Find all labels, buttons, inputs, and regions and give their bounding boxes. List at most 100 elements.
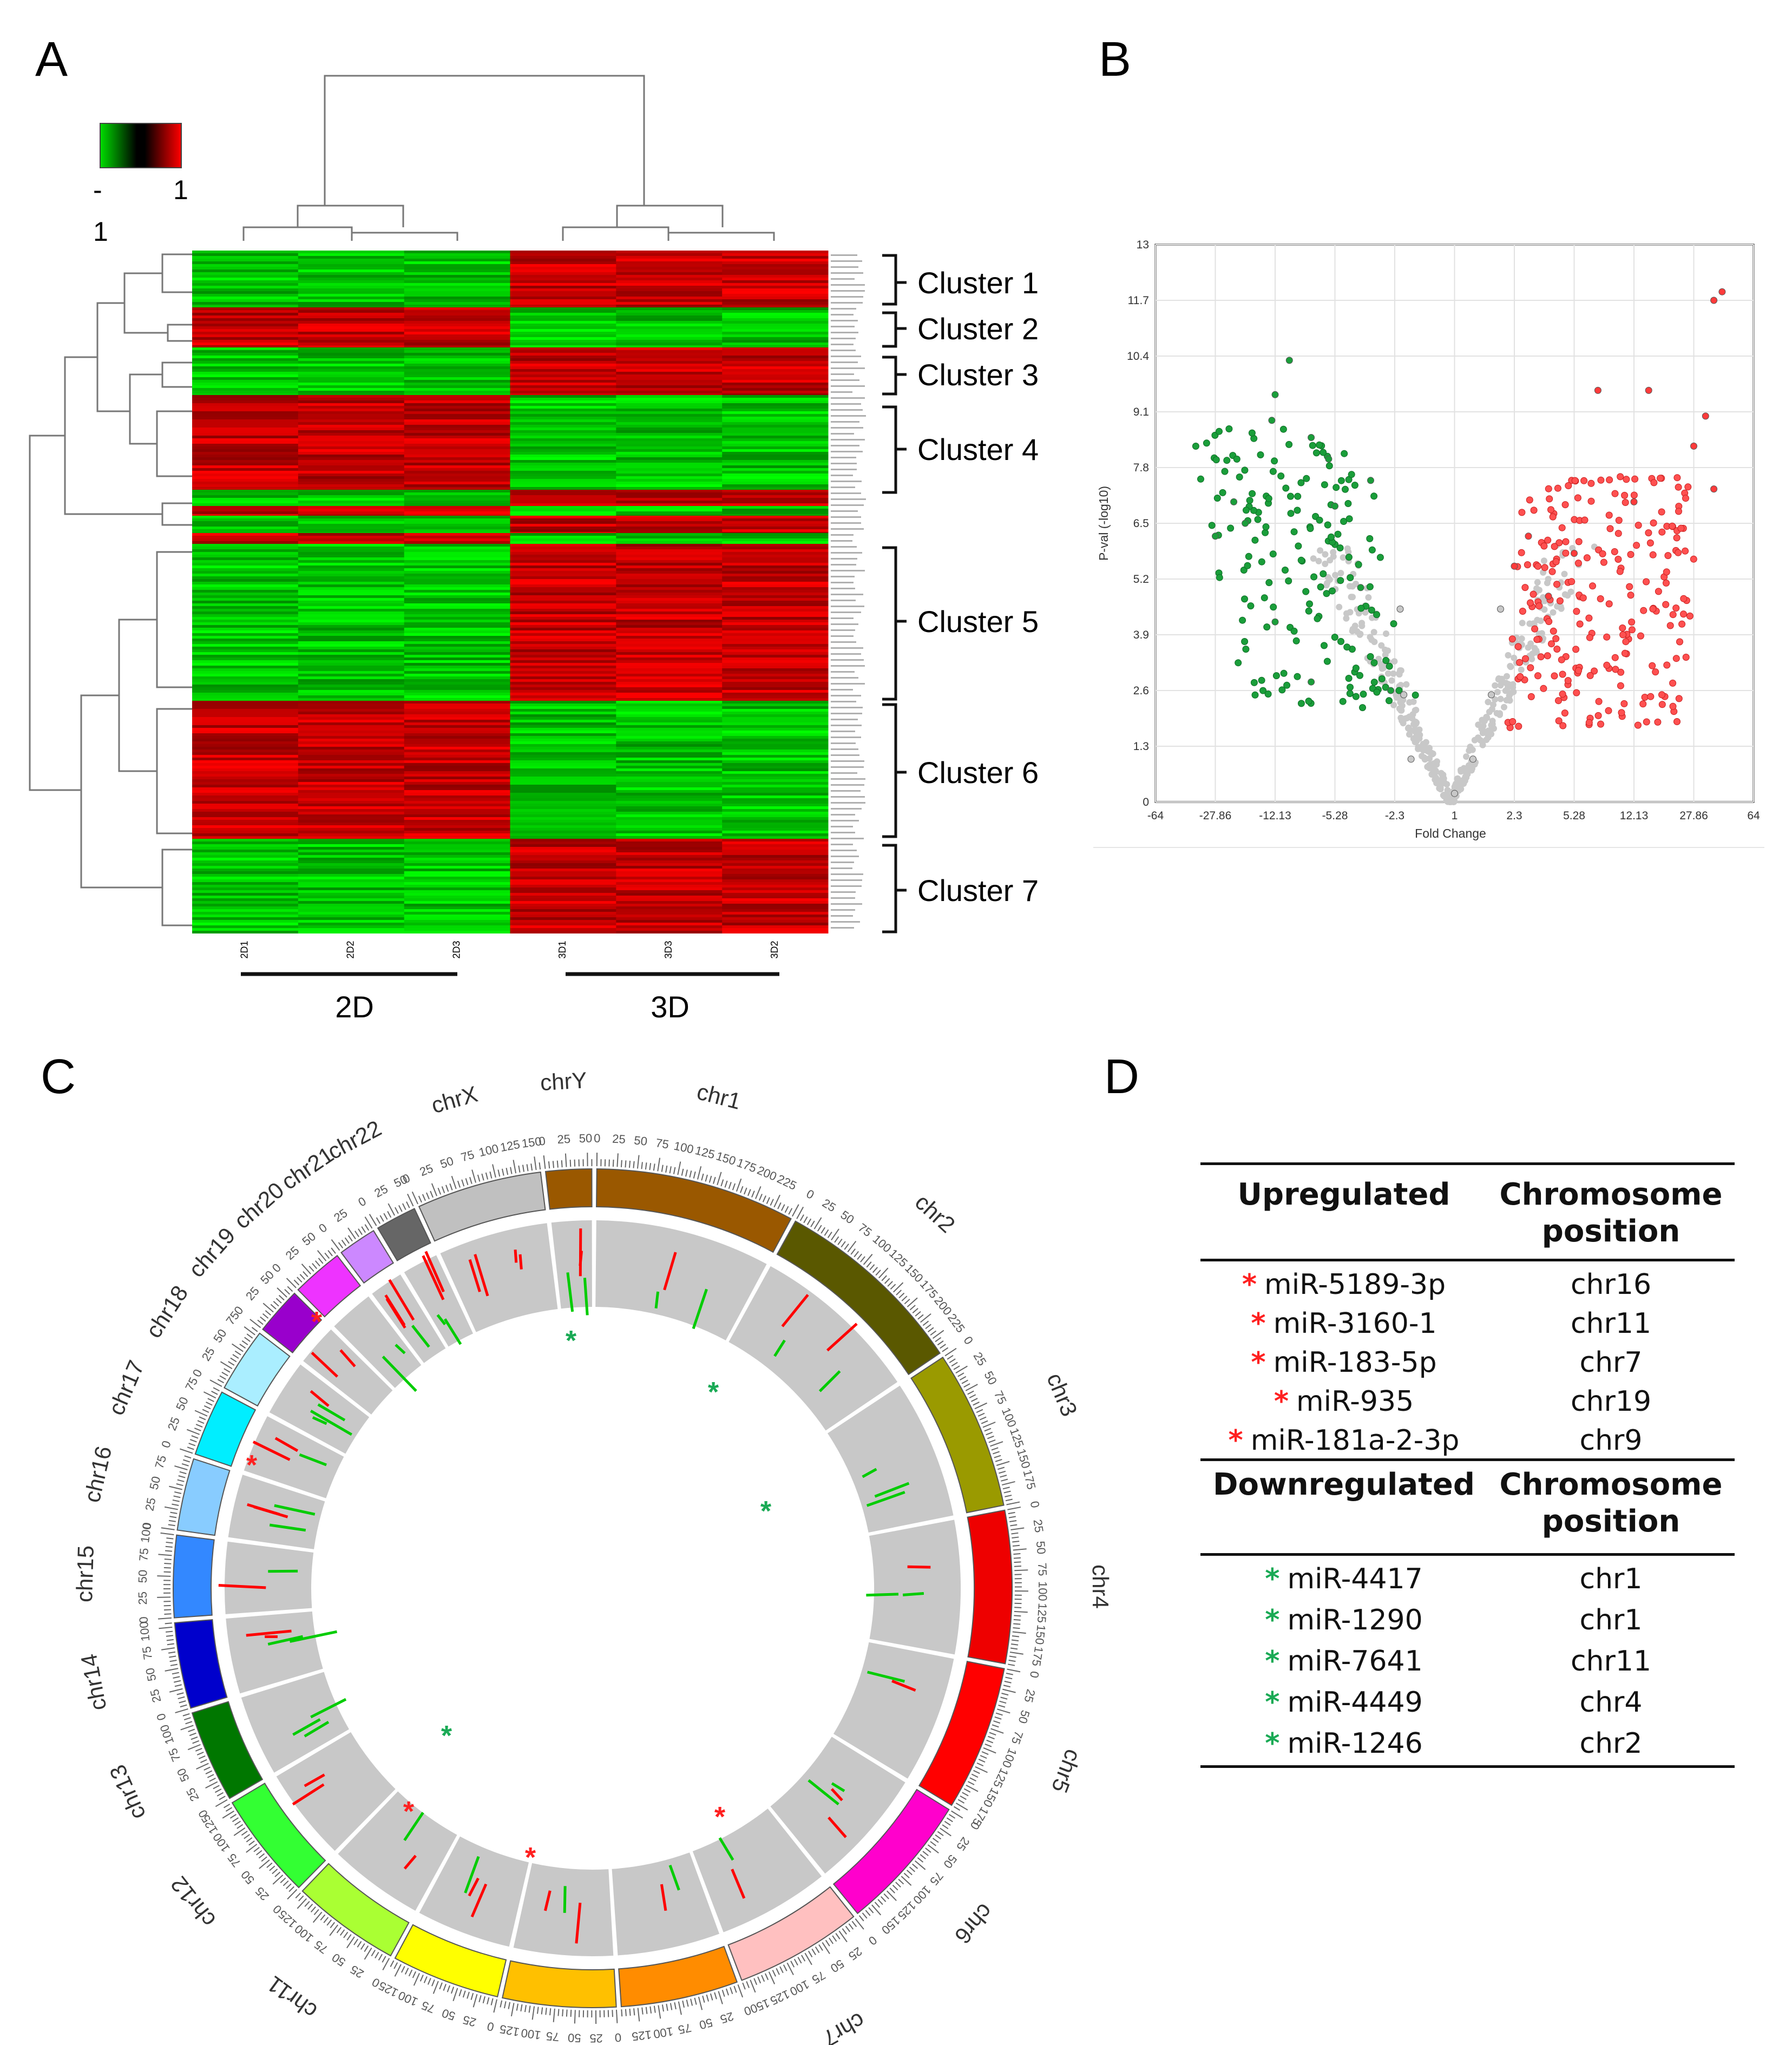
volcano-point-up [1540,542,1548,550]
volcano-y-label: P-val (-log10) [1097,486,1111,561]
ideogram-tick [983,1747,996,1754]
row-label-line [831,719,858,720]
chromosome-label: chr19 [183,1222,240,1282]
row-label-line [831,320,858,321]
ideogram-tick [204,1766,211,1771]
volcano-point-down [1321,642,1328,649]
ideogram-tick [637,2008,640,2022]
volcano-point-up [1575,538,1583,545]
chromosome-label: chr14 [76,1652,111,1713]
ideogram-tick [892,1884,898,1891]
volcano-point-ns [1534,579,1541,586]
ideogram-tick [730,1987,733,1995]
ideogram-tick [957,1372,964,1377]
ideogram-tick [901,1296,908,1301]
expression-bar [660,1884,667,1911]
ideogram-tick [862,1912,868,1919]
volcano-point [1511,562,1518,570]
ideogram-tick [241,1831,248,1836]
ideogram-tick [847,1240,857,1253]
volcano-point [1308,678,1315,686]
ideogram-tick [261,1856,267,1862]
volcano-point-ns [1343,610,1350,617]
ideogram-tick [299,1274,305,1280]
ideogram-tick [170,1663,178,1666]
volcano-point-up [1630,491,1638,499]
ideogram-tick-label: 0 [804,1187,817,1202]
expression-track [244,1416,344,1498]
ideogram-tick [161,1527,175,1530]
ideogram-tick [451,1175,457,1189]
ideogram-tick [951,1810,963,1819]
volcano-point-up [1558,524,1566,531]
ideogram-tick [382,1956,386,1963]
ideogram-tick [868,1907,874,1914]
row-label-line [831,558,857,560]
volcano-point [1400,691,1408,699]
volcano-point-up [1527,599,1534,607]
ideogram-tick [1012,1536,1019,1538]
ideogram-tick-label: 0 [316,1221,330,1235]
volcano-point-ns [1440,771,1447,778]
row-label-line [831,677,858,679]
row-label-line [831,469,857,470]
row-label-line [831,350,856,351]
volcano-x-tick: -5.28 [1322,810,1348,822]
ideogram-tick-label: 0 [538,1134,546,1148]
volcano-point-down [1292,637,1300,645]
mirna-star: * [1251,1346,1266,1379]
ideogram-tick [1014,1566,1021,1567]
volcano-point-up [1680,595,1688,602]
volcano-point-down [1227,524,1235,532]
row-label-line [831,427,863,429]
chromosome-ideogram [918,1660,1005,1806]
chromosome-label: chr22 [323,1115,385,1165]
ideogram-tick-label: 25 [589,2031,603,2045]
volcano-point-down [1250,507,1257,514]
ideogram-tick [999,1470,1006,1474]
row-label-line [831,778,865,780]
row-label-line [831,927,854,929]
volcano-point-down [1325,462,1333,470]
ideogram-tick [1002,1688,1016,1693]
ideogram-tick [234,1820,241,1826]
ideogram-tick [364,1224,370,1231]
volcano-point [1690,442,1697,450]
color-scale-min-dash: - [93,175,102,205]
volcano-point-ns [1460,780,1467,787]
ideogram-tick [202,1409,209,1413]
ideogram-tick [209,1379,222,1387]
volcano-point [1212,532,1219,540]
ideogram-tick [1011,1643,1019,1646]
ideogram-tick [772,1970,777,1977]
ideogram-tick [697,1166,702,1180]
ideogram-tick [219,1796,226,1800]
volcano-point-up [1663,579,1670,587]
row-label-line [831,451,863,452]
row-label-line [831,594,863,595]
volcano-point-down [1258,676,1265,684]
volcano-point-down [1247,602,1255,610]
volcano-point-up [1568,578,1576,586]
ideogram-tick-label: 50 [941,1852,960,1871]
volcano-point-up [1514,643,1522,650]
row-label-line [831,540,852,542]
volcano-point-up [1550,627,1557,635]
expression-bar [474,1254,489,1297]
ideogram-tick [393,1962,398,1969]
ideogram-tick [737,1984,744,1998]
volcano-point-up [1669,522,1676,530]
ideogram-tick-label: 175 [735,1155,758,1175]
ideogram-tick [975,1766,988,1773]
expression-bar [422,1255,445,1300]
ideogram-tick [889,1888,896,1893]
ideogram-tick-label: 100 [673,1139,695,1156]
ideogram-tick [183,1717,191,1721]
ideogram-tick [1008,1663,1015,1666]
ideogram-tick [949,1814,956,1819]
ideogram-tick [907,1297,918,1307]
expression-bar [339,1349,356,1367]
expression-bar [718,1837,734,1861]
expression-bar [692,1288,708,1330]
ideogram-tick-label: 100 [652,2024,674,2041]
